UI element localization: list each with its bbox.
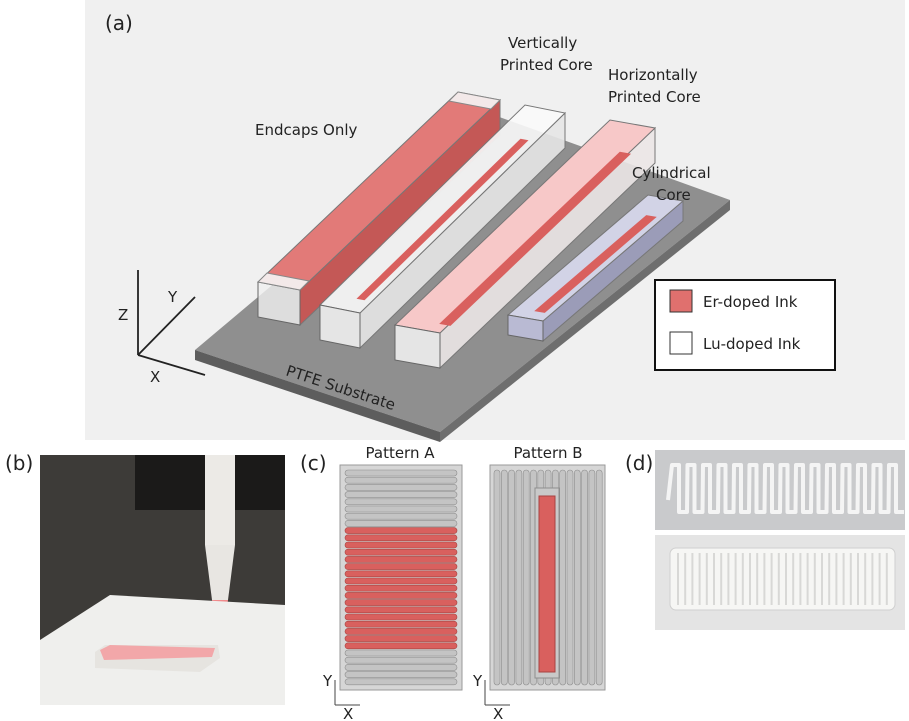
raster-line <box>345 470 457 476</box>
figure: (a) Endcaps Only Vertically Printed Core… <box>0 0 909 721</box>
bar-front <box>395 325 440 368</box>
raster-line <box>345 578 457 584</box>
raster-line <box>345 657 457 663</box>
axis-label: X <box>493 705 503 721</box>
bar-front <box>320 305 360 348</box>
raster-line <box>494 470 500 685</box>
panel-label: (a) <box>105 11 133 35</box>
raster-line <box>345 614 457 620</box>
raster-line <box>345 556 457 562</box>
legend: Er-doped Ink Lu-doped Ink <box>655 280 835 370</box>
raster-line <box>345 600 457 606</box>
axis-label: Z <box>118 306 128 324</box>
raster-line <box>345 650 457 656</box>
raster-line <box>589 470 595 685</box>
raster-line <box>345 636 457 642</box>
axis-label: Y <box>472 672 483 690</box>
raster-line <box>345 499 457 505</box>
raster-line <box>345 628 457 634</box>
raster-line <box>501 470 507 685</box>
axis-label: Y <box>322 672 333 690</box>
photo-printer <box>40 455 285 705</box>
panel-label: (b) <box>5 451 33 475</box>
axis-label: X <box>150 368 160 386</box>
raster-line <box>345 643 457 649</box>
raster-line <box>567 470 573 685</box>
raster-line <box>345 664 457 670</box>
raster-line <box>345 542 457 548</box>
legend-swatch <box>670 290 692 312</box>
raster-line <box>345 528 457 534</box>
raster-line <box>345 535 457 541</box>
raster-line <box>574 470 580 685</box>
annotation: Endcaps Only <box>255 121 358 139</box>
pattern-a <box>340 465 462 690</box>
axis-label: X <box>343 705 353 721</box>
raster-line <box>523 470 529 685</box>
raster-line <box>345 585 457 591</box>
legend-label: Er-doped Ink <box>703 293 798 311</box>
raster-line <box>345 592 457 598</box>
raster-line <box>345 607 457 613</box>
photo-prints <box>655 450 905 630</box>
legend-swatch <box>670 332 692 354</box>
raster-line <box>596 470 602 685</box>
raster-line <box>345 571 457 577</box>
printed-block <box>670 548 895 610</box>
panel-label: (c) <box>300 451 327 475</box>
syringe <box>205 455 235 545</box>
pattern-title: Pattern B <box>513 444 582 462</box>
panel-label: (d) <box>625 451 653 475</box>
raster-line <box>509 470 515 685</box>
raster-line <box>516 470 522 685</box>
annotation: Printed Core <box>500 56 593 74</box>
axis-label: Y <box>167 288 178 306</box>
raster-line <box>345 520 457 526</box>
annotation: Core <box>656 186 691 204</box>
annotation: Printed Core <box>608 88 701 106</box>
raster-line <box>345 564 457 570</box>
raster-line <box>345 672 457 678</box>
raster-line <box>345 506 457 512</box>
raster-line <box>345 621 457 627</box>
raster-line <box>345 492 457 498</box>
raster-line <box>345 679 457 685</box>
pattern-title: Pattern A <box>366 444 436 462</box>
annotation: Cylindrical <box>632 164 711 182</box>
pattern-b <box>490 465 605 690</box>
raster-line <box>582 470 588 685</box>
annotation: Horizontally <box>608 66 698 84</box>
raster-line <box>345 513 457 519</box>
legend-label: Lu-doped Ink <box>703 335 801 353</box>
raster-line <box>345 477 457 483</box>
raster-line <box>345 484 457 490</box>
raster-line <box>345 549 457 555</box>
annotation: Vertically <box>508 34 577 52</box>
core-red <box>539 496 555 672</box>
raster-line <box>560 470 566 685</box>
